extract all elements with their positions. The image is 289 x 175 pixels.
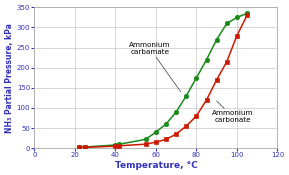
Text: Ammonium
carbamate: Ammonium carbamate xyxy=(129,42,181,92)
X-axis label: Temperature, °C: Temperature, °C xyxy=(114,161,197,170)
Text: Ammonium
carbonate: Ammonium carbonate xyxy=(212,101,254,123)
Y-axis label: NH₃ Partial Pressure, kPa: NH₃ Partial Pressure, kPa xyxy=(5,23,14,133)
